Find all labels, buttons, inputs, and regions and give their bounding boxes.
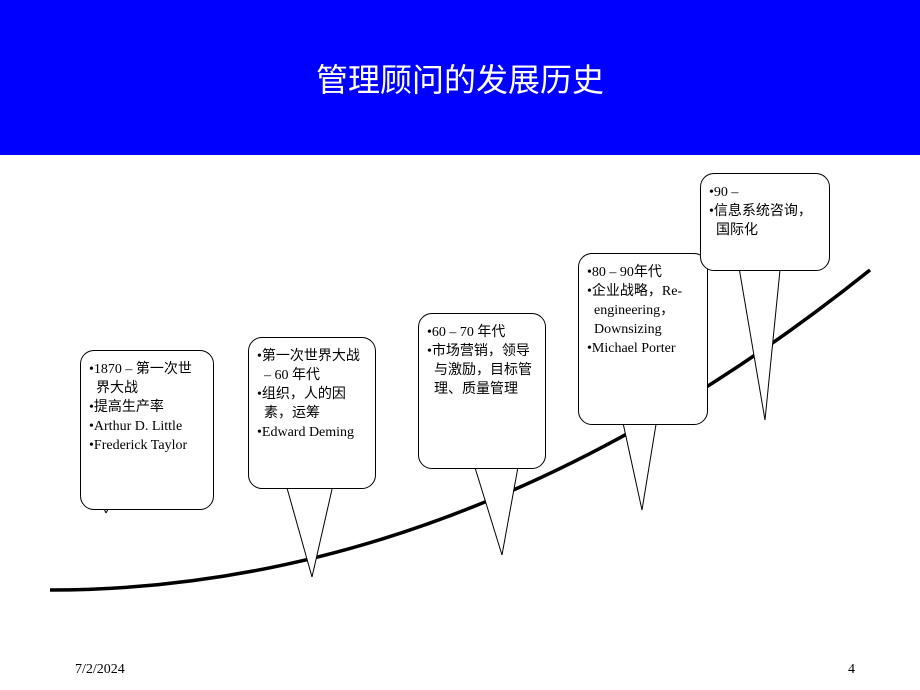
callout-line: •提高生产率 <box>89 399 205 418</box>
callout-line: •组织，人的因素，运筹 <box>257 386 367 424</box>
callout-line: •Edward Deming <box>257 424 367 443</box>
header-bar: 管理顾问的发展历史 <box>0 0 920 155</box>
callout-line: •第一次世界大战 – 60 年代 <box>257 348 367 386</box>
callout-line: •信息系统咨询，国际化 <box>709 203 821 241</box>
page-title: 管理顾问的发展历史 <box>316 55 604 101</box>
callout-line: •90 – <box>709 184 821 203</box>
callout-era5: •90 –•信息系统咨询，国际化 <box>700 173 830 271</box>
timeline-diagram: •1870 – 第一次世界大战•提高生产率•Arthur D. Little•F… <box>0 155 920 645</box>
callout-era4: •80 – 90年代•企业战略，Re-engineering，Downsizin… <box>578 253 708 425</box>
callout-line: •企业战略，Re-engineering，Downsizing <box>587 283 699 340</box>
callout-line: •60 – 70 年代 <box>427 324 537 343</box>
callout-era2: •第一次世界大战 – 60 年代•组织，人的因素，运筹•Edward Demin… <box>248 337 376 489</box>
callout-line: •Frederick Taylor <box>89 437 205 456</box>
callout-line: •1870 – 第一次世界大战 <box>89 361 205 399</box>
callout-line: •Michael Porter <box>587 340 699 359</box>
callout-line: •80 – 90年代 <box>587 264 699 283</box>
footer-page: 4 <box>848 662 855 678</box>
footer-date: 7/2/2024 <box>75 662 125 678</box>
callout-era3: •60 – 70 年代•市场营销，领导与激励，目标管理、质量管理 <box>418 313 546 469</box>
callout-line: •市场营销，领导与激励，目标管理、质量管理 <box>427 343 537 400</box>
callout-line: •Arthur D. Little <box>89 418 205 437</box>
callout-era1: •1870 – 第一次世界大战•提高生产率•Arthur D. Little•F… <box>80 350 214 510</box>
